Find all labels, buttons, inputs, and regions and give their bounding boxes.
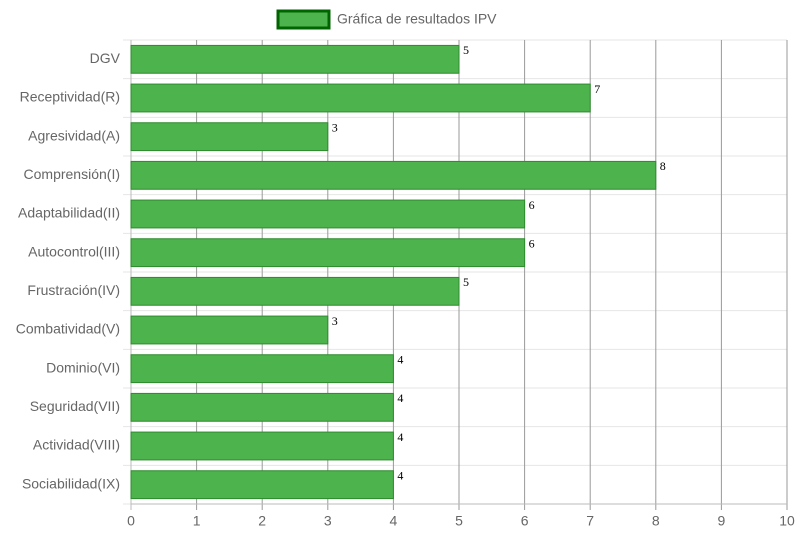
x-tick-label: 4 [390,513,398,529]
legend-swatch [276,9,331,30]
value-label: 3 [332,120,338,134]
x-tick-label: 10 [779,513,795,529]
y-tick-label: Frustración(IV) [27,282,120,298]
y-tick-label: Combatividad(V) [16,321,120,337]
legend-label: Gráfica de resultados IPV [337,11,497,27]
bar [130,199,526,229]
y-tick-label: Adaptabilidad(II) [18,205,120,221]
x-tick-label: 7 [586,513,594,529]
x-tick-label: 8 [652,513,660,529]
bar [130,160,657,190]
bar [130,392,394,422]
value-label: 7 [594,82,600,96]
bar [130,276,460,306]
bar [130,238,526,268]
bar [130,354,394,384]
value-label: 5 [463,275,469,289]
bar [130,315,329,345]
bar [130,122,329,152]
value-label: 6 [529,236,535,250]
x-tick-label: 2 [258,513,266,529]
bar [130,83,591,113]
bar [130,431,394,461]
x-tick-label: 3 [324,513,332,529]
y-tick-label: Receptividad(R) [20,89,120,105]
value-label: 6 [529,198,535,212]
x-tick-label: 1 [193,513,201,529]
x-tick-label: 0 [127,513,135,529]
value-label: 4 [397,430,403,444]
x-tick-label: 5 [455,513,463,529]
y-tick-label: DGV [90,50,121,66]
value-label: 5 [463,43,469,57]
value-label: 4 [397,352,403,366]
x-tick-label: 6 [521,513,529,529]
value-label: 8 [660,159,666,173]
value-label: 4 [397,391,403,405]
bar [130,44,460,74]
y-tick-label: Agresividad(A) [28,127,120,143]
x-tick-label: 9 [718,513,726,529]
y-tick-label: Seguridad(VII) [30,398,120,414]
y-tick-label: Comprensión(I) [24,166,120,182]
value-label: 3 [332,314,338,328]
value-label: 4 [397,468,403,482]
y-tick-label: Dominio(VI) [46,359,120,375]
y-tick-label: Autocontrol(III) [28,243,120,259]
y-tick-label: Actividad(VIII) [33,437,120,453]
y-tick-label: Sociabilidad(IX) [22,475,120,491]
bar [130,470,394,500]
